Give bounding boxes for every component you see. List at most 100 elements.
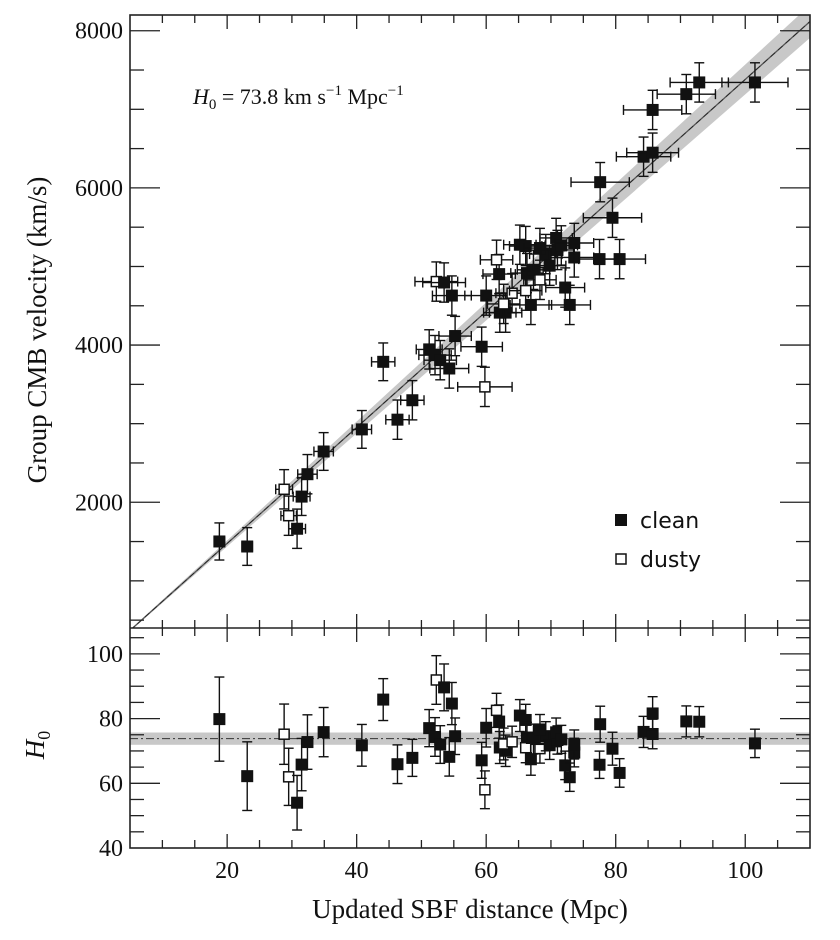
h0-marker-clean <box>637 725 650 738</box>
marker-clean <box>291 522 304 535</box>
data-point-top <box>241 526 254 567</box>
marker-clean <box>646 146 659 159</box>
marker-dusty <box>506 287 518 299</box>
data-point-h0 <box>377 677 390 722</box>
h0-marker-clean <box>646 707 659 720</box>
x-tick-label: 20 <box>215 858 239 884</box>
marker-clean <box>493 268 506 281</box>
data-point-top <box>548 284 592 326</box>
h0-annotation: H0 = 73.8 km s−1 Mpc−1 <box>192 83 404 113</box>
h0-marker-clean <box>748 737 761 750</box>
legend-label-dusty: dusty <box>640 548 701 573</box>
h0-marker-dusty <box>278 728 290 740</box>
h0-marker-clean <box>693 715 706 728</box>
data-point-top <box>213 522 226 561</box>
data-point-h0 <box>524 742 537 776</box>
marker-clean <box>555 239 568 252</box>
h0-marker-clean <box>295 758 308 771</box>
y-axis-label-top: Group CMB velocity (km/s) <box>22 177 52 484</box>
data-point-top <box>351 409 373 449</box>
h0-marker-dusty <box>490 704 503 717</box>
marker-clean <box>646 103 659 116</box>
y-tick-label-bottom: 80 <box>99 707 123 733</box>
marker-clean <box>563 298 576 311</box>
data-point-h0 <box>449 717 462 756</box>
h0-marker-dusty <box>519 741 532 754</box>
data-point-h0 <box>594 705 607 743</box>
marker-dusty <box>534 274 546 286</box>
marker-clean <box>680 88 693 101</box>
data-point-top <box>523 227 557 269</box>
h0-marker-clean <box>563 771 576 784</box>
data-point-top <box>479 239 514 281</box>
data-point-h0 <box>490 692 503 729</box>
data-point-h0 <box>693 705 706 738</box>
marker-dusty <box>282 509 295 522</box>
h0-marker-clean <box>475 754 488 767</box>
data-point-h0 <box>406 738 419 778</box>
x-tick-label: 100 <box>727 858 763 884</box>
marker-clean <box>213 535 226 548</box>
marker-clean <box>317 445 330 458</box>
marker-clean <box>449 330 462 343</box>
data-point-h0 <box>646 695 659 731</box>
marker-clean <box>391 413 404 426</box>
data-point-h0 <box>430 654 443 706</box>
marker-clean <box>559 281 572 294</box>
data-point-top <box>592 238 647 280</box>
marker-clean <box>438 276 451 289</box>
legend-marker-clean <box>615 514 627 526</box>
marker-clean <box>568 236 581 249</box>
h0-marker-clean <box>568 738 581 751</box>
legend-label-clean: clean <box>640 509 699 534</box>
h0-marker-clean <box>377 693 390 706</box>
plot-frame <box>129 14 811 849</box>
data-point-top <box>400 379 425 421</box>
h0-marker-clean <box>613 766 626 779</box>
data-point-top <box>422 262 467 303</box>
data-point-top <box>622 89 683 131</box>
x-axis-label: Updated SBF distance (Mpc) <box>312 894 628 924</box>
marker-clean <box>406 394 419 407</box>
data-point-h0 <box>533 713 546 746</box>
h0-marker-clean <box>606 742 619 755</box>
data-point-h0 <box>291 774 304 831</box>
data-point-h0 <box>317 706 330 758</box>
data-point-h0 <box>241 741 254 812</box>
h0-marker-clean <box>438 681 451 694</box>
marker-clean <box>533 242 546 255</box>
data-point-h0 <box>213 676 226 762</box>
data-point-top <box>460 326 504 368</box>
data-point-h0 <box>391 744 404 785</box>
h0-marker-clean <box>593 758 606 771</box>
h0-marker-dusty <box>506 736 518 748</box>
data-point-h0 <box>593 750 606 780</box>
marker-clean <box>748 76 761 89</box>
data-point-h0 <box>355 723 368 767</box>
h0-marker-clean <box>291 796 304 809</box>
data-point-h0 <box>637 715 650 749</box>
marker-clean <box>295 490 308 503</box>
h0-marker-clean <box>646 727 659 740</box>
data-point-h0 <box>613 757 626 788</box>
marker-clean <box>543 259 556 272</box>
h0-marker-clean <box>594 718 607 731</box>
x-tick-label: 40 <box>345 858 369 884</box>
h0-marker-clean <box>241 770 254 783</box>
legend-marker-dusty <box>615 553 627 565</box>
y-axis-label-bottom: H0 <box>20 731 54 761</box>
data-point-h0 <box>606 731 619 766</box>
marker-clean <box>480 289 493 302</box>
data-point-top <box>438 315 472 357</box>
data-point-h0 <box>680 705 693 738</box>
h0-marker-clean <box>449 730 462 743</box>
h0-marker-clean <box>555 733 568 746</box>
data-point-top <box>669 62 730 103</box>
data-point-top <box>313 431 335 472</box>
data-point-h0 <box>445 681 458 726</box>
data-point-top <box>297 453 318 495</box>
marker-clean <box>693 76 706 89</box>
h0-marker-clean <box>443 750 456 763</box>
marker-clean <box>594 176 607 189</box>
